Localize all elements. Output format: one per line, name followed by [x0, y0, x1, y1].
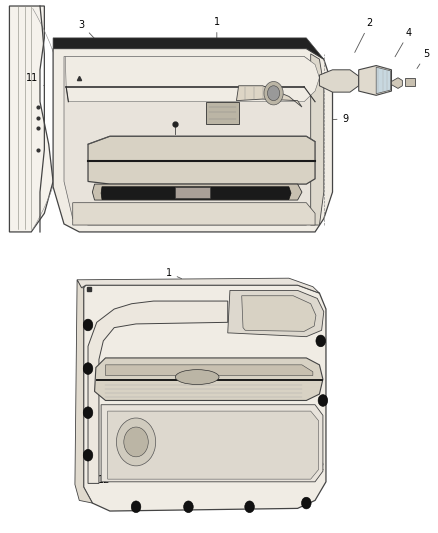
Circle shape [124, 427, 148, 457]
Text: 1: 1 [214, 17, 220, 47]
Text: 2: 2 [355, 18, 373, 52]
Polygon shape [359, 66, 392, 95]
Circle shape [316, 335, 325, 347]
Polygon shape [75, 280, 92, 503]
Bar [1, 245, 437, 266]
Text: 13: 13 [300, 367, 319, 377]
Text: 11: 11 [26, 73, 44, 86]
Polygon shape [92, 184, 302, 200]
Polygon shape [77, 278, 319, 293]
Ellipse shape [175, 369, 219, 384]
Circle shape [83, 449, 93, 461]
Polygon shape [88, 136, 315, 184]
Polygon shape [64, 56, 321, 225]
Text: 8: 8 [214, 104, 220, 115]
Polygon shape [405, 78, 416, 86]
Text: 3: 3 [78, 20, 97, 41]
Text: 12: 12 [99, 473, 117, 485]
Text: 1: 1 [166, 268, 181, 279]
Circle shape [131, 501, 141, 513]
Circle shape [83, 363, 93, 374]
Polygon shape [206, 102, 239, 124]
Polygon shape [311, 54, 324, 225]
Circle shape [83, 319, 93, 331]
Polygon shape [242, 296, 316, 332]
Polygon shape [376, 67, 391, 94]
Circle shape [117, 418, 155, 466]
Text: 7: 7 [159, 112, 171, 123]
Polygon shape [228, 290, 324, 337]
Circle shape [245, 501, 254, 513]
Polygon shape [237, 86, 302, 107]
Polygon shape [392, 78, 403, 88]
Polygon shape [106, 365, 313, 375]
Text: 4: 4 [395, 28, 412, 57]
Circle shape [264, 82, 283, 105]
Text: 10: 10 [156, 184, 170, 201]
Circle shape [318, 394, 328, 406]
Polygon shape [88, 301, 228, 483]
Text: 13: 13 [93, 385, 114, 395]
Circle shape [83, 407, 93, 418]
Polygon shape [53, 49, 332, 232]
Polygon shape [101, 405, 323, 482]
Text: 12: 12 [307, 463, 325, 472]
Polygon shape [65, 56, 319, 102]
Polygon shape [10, 6, 53, 232]
Polygon shape [175, 187, 210, 198]
Circle shape [184, 501, 193, 513]
Polygon shape [319, 70, 359, 92]
Polygon shape [84, 285, 326, 511]
Polygon shape [101, 187, 291, 199]
Polygon shape [53, 38, 324, 59]
Circle shape [268, 86, 280, 101]
Polygon shape [95, 358, 323, 400]
Text: 9: 9 [333, 114, 349, 124]
Circle shape [301, 497, 311, 509]
Text: 6: 6 [133, 103, 146, 113]
Text: 5: 5 [417, 49, 430, 69]
Polygon shape [108, 411, 318, 479]
Polygon shape [73, 203, 315, 225]
